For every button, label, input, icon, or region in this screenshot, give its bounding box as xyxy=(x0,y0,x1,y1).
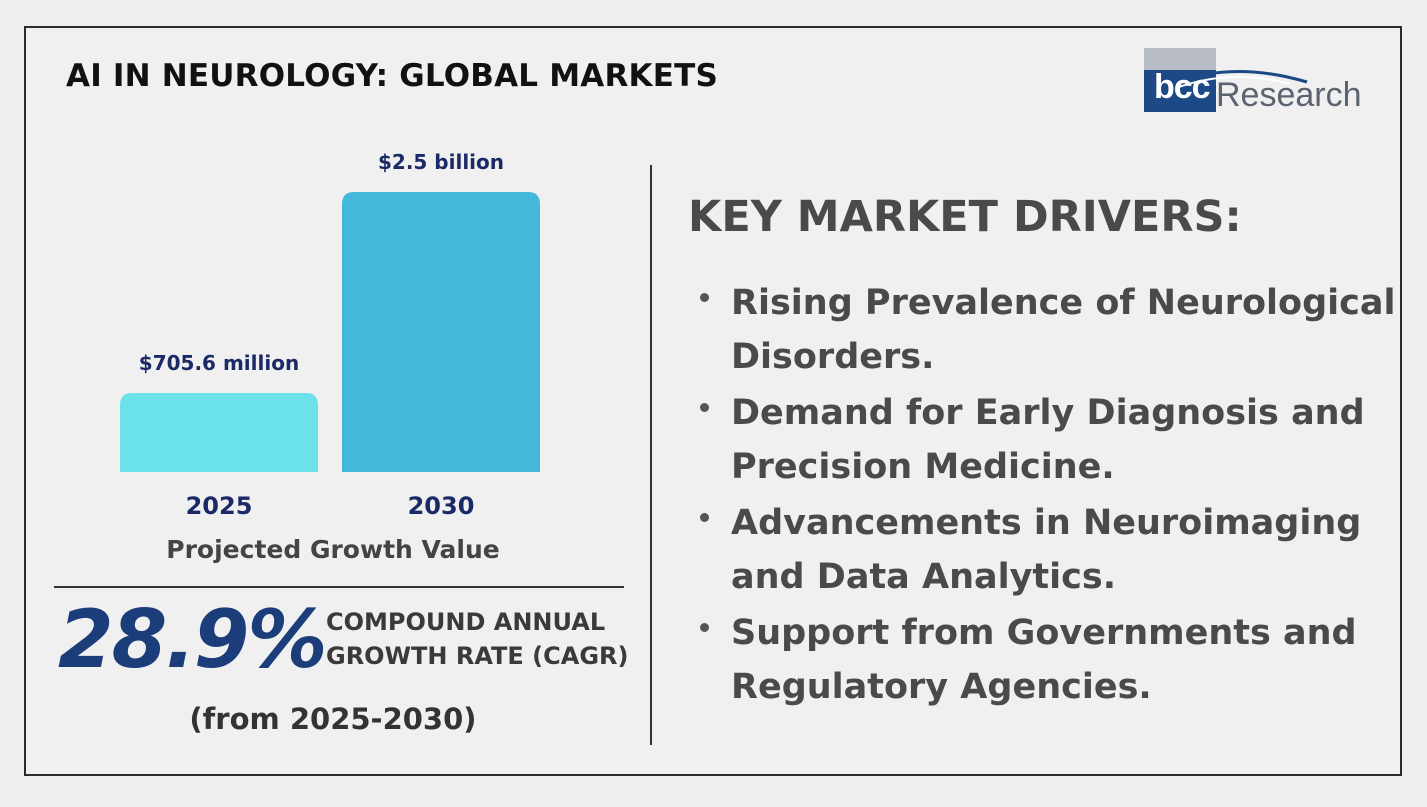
bullet-icon xyxy=(700,513,709,522)
bullet-icon xyxy=(700,293,709,302)
bullet-icon xyxy=(700,403,709,412)
driver-item: Support from Governments and Regulatory … xyxy=(700,606,1380,714)
cagr-value: 28.9% xyxy=(58,593,328,686)
column-divider xyxy=(650,165,652,745)
logo-bcc-text: bcc xyxy=(1154,68,1211,106)
logo-grey-band xyxy=(1144,48,1216,70)
data-label-2025: $705.6 million xyxy=(139,351,299,375)
x-tick-label-2025: 2025 xyxy=(186,492,253,520)
logo-swoosh xyxy=(1172,70,1308,89)
section-divider xyxy=(54,586,624,588)
market-bar-chart: $705.6 million 2025 $2.5 billion 2030 xyxy=(120,150,540,520)
cagr-label-line2: GROWTH RATE (CAGR) xyxy=(326,642,629,670)
cagr-label-line1: COMPOUND ANNUAL xyxy=(326,608,606,636)
driver-text: Rising Prevalence of Neurological xyxy=(731,283,1396,323)
page-title: AI IN NEUROLOGY: GLOBAL MARKETS xyxy=(66,58,719,94)
data-label-2030: $2.5 billion xyxy=(378,150,504,174)
x-tick-label-2030: 2030 xyxy=(408,492,475,520)
driver-item: Rising Prevalence of Neurological Disord… xyxy=(700,276,1396,384)
bcc-research-logo: bcc Research xyxy=(1144,48,1362,118)
chart-x-axis-label: Projected Growth Value xyxy=(166,535,500,564)
bullet-icon xyxy=(700,623,709,632)
driver-text: Precision Medicine. xyxy=(731,447,1115,487)
driver-item: Advancements in Neuroimaging and Data An… xyxy=(700,496,1380,604)
driver-text: and Data Analytics. xyxy=(731,557,1117,597)
driver-text: Advancements in Neuroimaging xyxy=(731,503,1362,543)
driver-text: Disorders. xyxy=(731,337,935,377)
driver-item: Demand for Early Diagnosis and Precision… xyxy=(700,386,1380,494)
driver-text: Demand for Early Diagnosis and xyxy=(731,393,1365,433)
driver-text: Support from Governments and xyxy=(731,613,1357,653)
drivers-list: Rising Prevalence of Neurological Disord… xyxy=(700,276,1396,716)
drivers-heading: KEY MARKET DRIVERS: xyxy=(688,192,1242,242)
logo-research-text: Research xyxy=(1216,76,1362,114)
bar-2025 xyxy=(120,392,318,472)
bar-2030 xyxy=(342,192,540,472)
driver-text: Regulatory Agencies. xyxy=(731,667,1152,707)
cagr-period: (from 2025-2030) xyxy=(189,702,477,736)
